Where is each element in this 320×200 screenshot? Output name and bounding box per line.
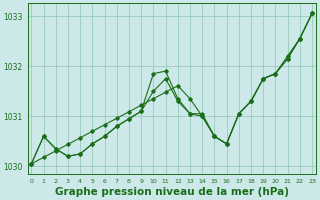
X-axis label: Graphe pression niveau de la mer (hPa): Graphe pression niveau de la mer (hPa) [55, 187, 289, 197]
